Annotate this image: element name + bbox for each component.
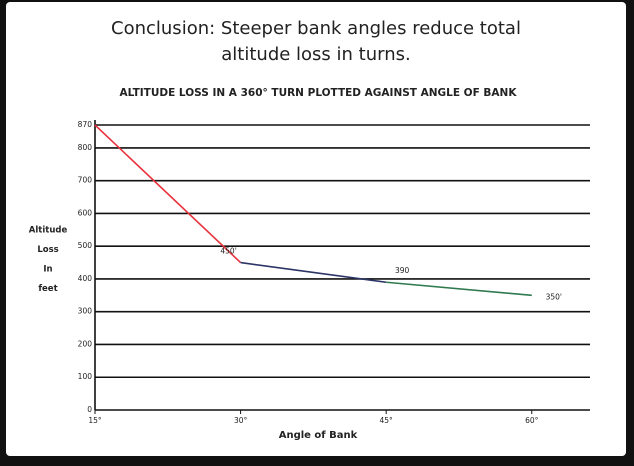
line-segment: [386, 281, 532, 297]
data-label: 390: [395, 266, 410, 275]
y-axis-label: In: [43, 265, 52, 275]
line-segment: [240, 261, 387, 284]
y-tick-label: 0: [87, 405, 92, 414]
chart-title: ALTITUDE LOSS IN A 360° TURN PLOTTED AGA…: [120, 87, 518, 99]
y-axis-label: Loss: [37, 245, 58, 255]
y-tick-label: 870: [78, 120, 93, 129]
y-axis-label: Altitude: [29, 226, 68, 236]
y-tick-label: 700: [78, 176, 93, 185]
data-label: 450': [220, 247, 236, 256]
x-tick-label: 30°: [234, 416, 248, 425]
y-tick-label: 600: [78, 208, 93, 217]
line-segment: [94, 124, 242, 264]
y-axis-label: feet: [38, 284, 57, 294]
y-tick-label: 300: [78, 307, 93, 316]
y-tick-label: 400: [78, 274, 93, 283]
y-tick-label: 500: [78, 241, 93, 250]
y-tick-label: 100: [78, 372, 93, 381]
slide-title: Conclusion: Steeper bank angles reduce t…: [111, 18, 521, 65]
slide: Conclusion: Steeper bank angles reduce t…: [6, 2, 626, 456]
y-tick-label: 200: [78, 339, 93, 348]
y-tick-label: 800: [78, 143, 93, 152]
x-tick-label: 15°: [88, 416, 102, 425]
x-tick-label: 45°: [380, 416, 394, 425]
data-label: 350': [546, 292, 562, 301]
x-axis-label: Angle of Bank: [279, 430, 358, 441]
x-tick-label: 60°: [525, 416, 539, 425]
